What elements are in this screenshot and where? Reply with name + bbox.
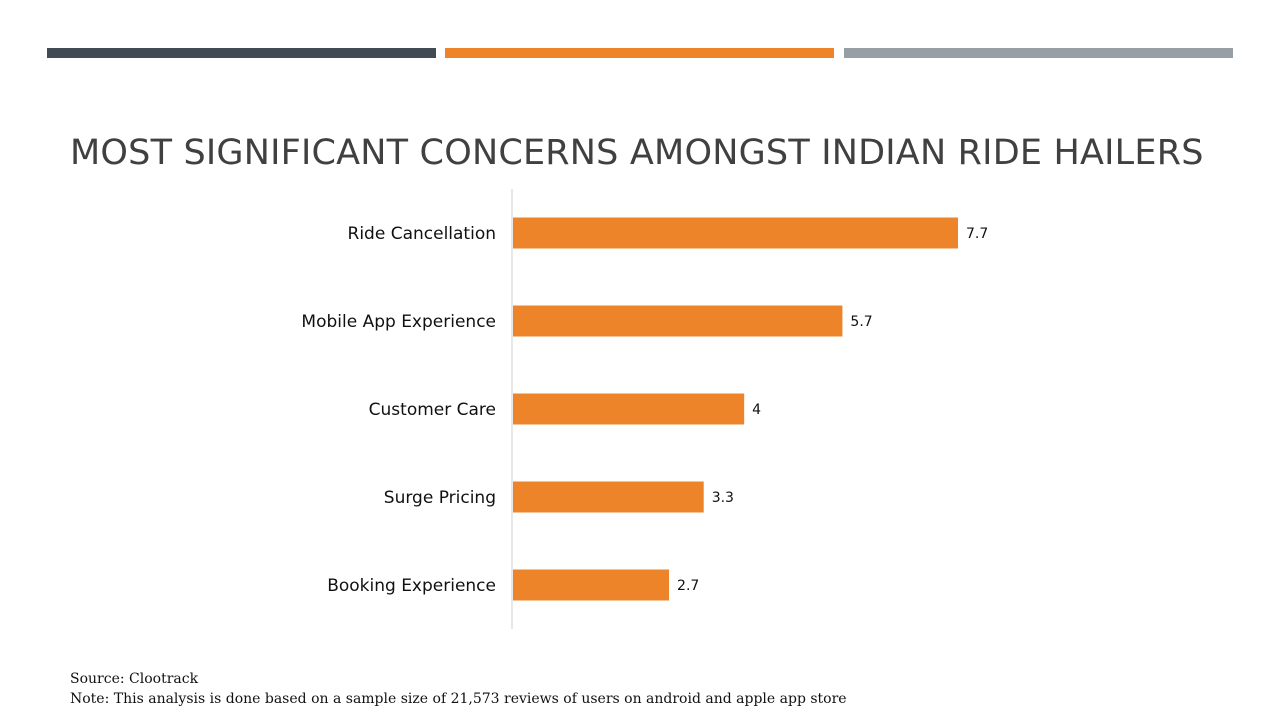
accent-bar-orange <box>445 48 834 58</box>
category-label: Customer Care <box>369 400 496 420</box>
accent-bar-dark <box>47 48 436 58</box>
analysis-note: Note: This analysis is done based on a s… <box>70 691 847 707</box>
bar-3 <box>513 481 704 513</box>
accent-bar-grey <box>844 48 1233 58</box>
bar-2 <box>513 393 745 425</box>
value-label: 7.7 <box>966 226 988 242</box>
value-label: 5.7 <box>850 314 872 330</box>
slide-title: MOST SIGNIFICANT CONCERNS AMONGST INDIAN… <box>70 133 1204 173</box>
source-note: Source: Clootrack <box>70 671 199 687</box>
value-label: 2.7 <box>677 578 699 594</box>
category-label: Surge Pricing <box>384 488 496 508</box>
category-label: Booking Experience <box>327 576 496 596</box>
value-label: 4 <box>752 402 761 418</box>
value-label: 3.3 <box>712 490 734 506</box>
category-label: Ride Cancellation <box>348 224 496 244</box>
bar-0 <box>513 217 958 249</box>
bar-4 <box>513 569 670 601</box>
bar-1 <box>513 305 843 337</box>
category-label: Mobile App Experience <box>301 312 496 332</box>
